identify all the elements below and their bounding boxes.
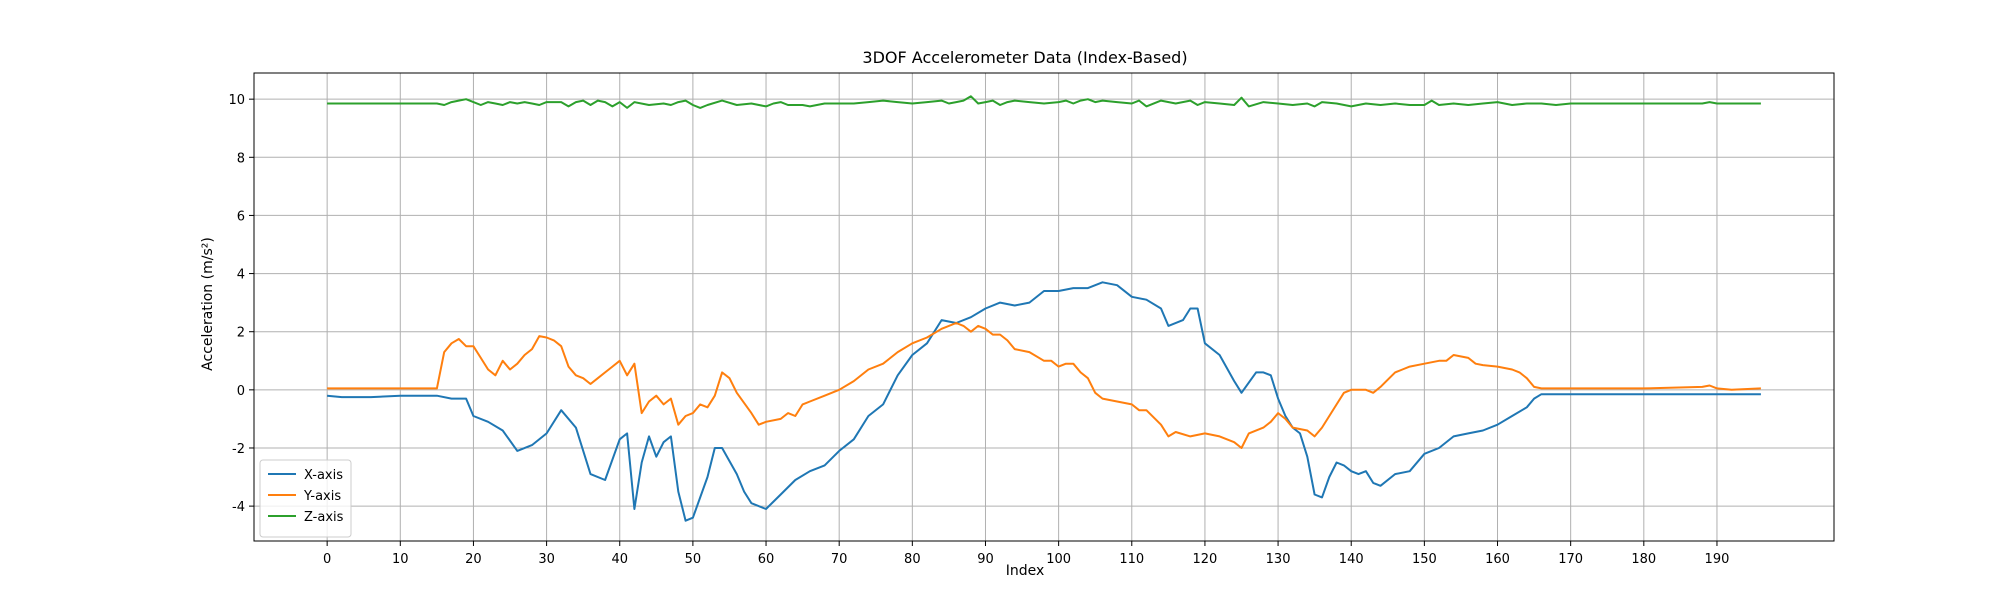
x-tick-label: 40 <box>611 552 628 567</box>
x-axis-ticks: 0 10 20 30 40 50 60 70 80 90 100 110 120 130 140 150 160… <box>323 541 1729 567</box>
series-line-x-axis <box>327 281 1761 522</box>
legend-label-z-axis: Z-axis <box>304 510 344 525</box>
y-tick-label: 10 <box>228 93 245 108</box>
series-line-z-axis <box>327 95 1761 109</box>
chart-title: 3DOF Accelerometer Data (Index-Based) <box>862 48 1187 67</box>
x-tick-label: 170 <box>1558 552 1583 567</box>
x-tick-label: 0 <box>323 552 331 567</box>
x-tick-label: 30 <box>538 552 555 567</box>
y-axis-label: Acceleration (m/s²) <box>200 237 216 371</box>
y-tick-label: 6 <box>237 209 245 224</box>
y-tick-label: -4 <box>232 500 245 515</box>
x-tick-label: 110 <box>1119 552 1144 567</box>
series-line-y-axis <box>327 322 1761 449</box>
x-tick-label: 160 <box>1485 552 1510 567</box>
grid-lines <box>254 73 1834 541</box>
x-tick-label: 50 <box>685 552 702 567</box>
series-lines <box>327 95 1761 522</box>
x-tick-label: 150 <box>1412 552 1437 567</box>
y-tick-label: 2 <box>237 326 245 341</box>
x-tick-label: 130 <box>1266 552 1291 567</box>
y-tick-label: 4 <box>237 268 245 283</box>
x-tick-label: 190 <box>1705 552 1730 567</box>
x-axis-label: Index <box>1006 563 1045 579</box>
y-tick-label: 8 <box>237 151 245 166</box>
x-tick-label: 120 <box>1193 552 1218 567</box>
x-tick-label: 90 <box>977 552 994 567</box>
x-tick-label: 180 <box>1631 552 1656 567</box>
y-axis-ticks: -4 -2 0 2 4 6 8 10 <box>228 93 254 515</box>
x-tick-label: 60 <box>758 552 775 567</box>
x-tick-label: 20 <box>465 552 482 567</box>
x-tick-label: 70 <box>831 552 848 567</box>
x-tick-label: 80 <box>904 552 921 567</box>
legend-box <box>259 459 352 538</box>
x-tick-label: 100 <box>1046 552 1071 567</box>
y-tick-label: 0 <box>237 384 245 399</box>
legend: X-axis Y-axis Z-axis <box>259 459 352 538</box>
x-tick-label: 10 <box>392 552 409 567</box>
legend-label-x-axis: X-axis <box>304 468 343 483</box>
x-tick-label: 140 <box>1339 552 1364 567</box>
plot-frame <box>253 72 1835 542</box>
legend-label-y-axis: Y-axis <box>303 489 341 504</box>
y-tick-label: -2 <box>232 442 245 457</box>
